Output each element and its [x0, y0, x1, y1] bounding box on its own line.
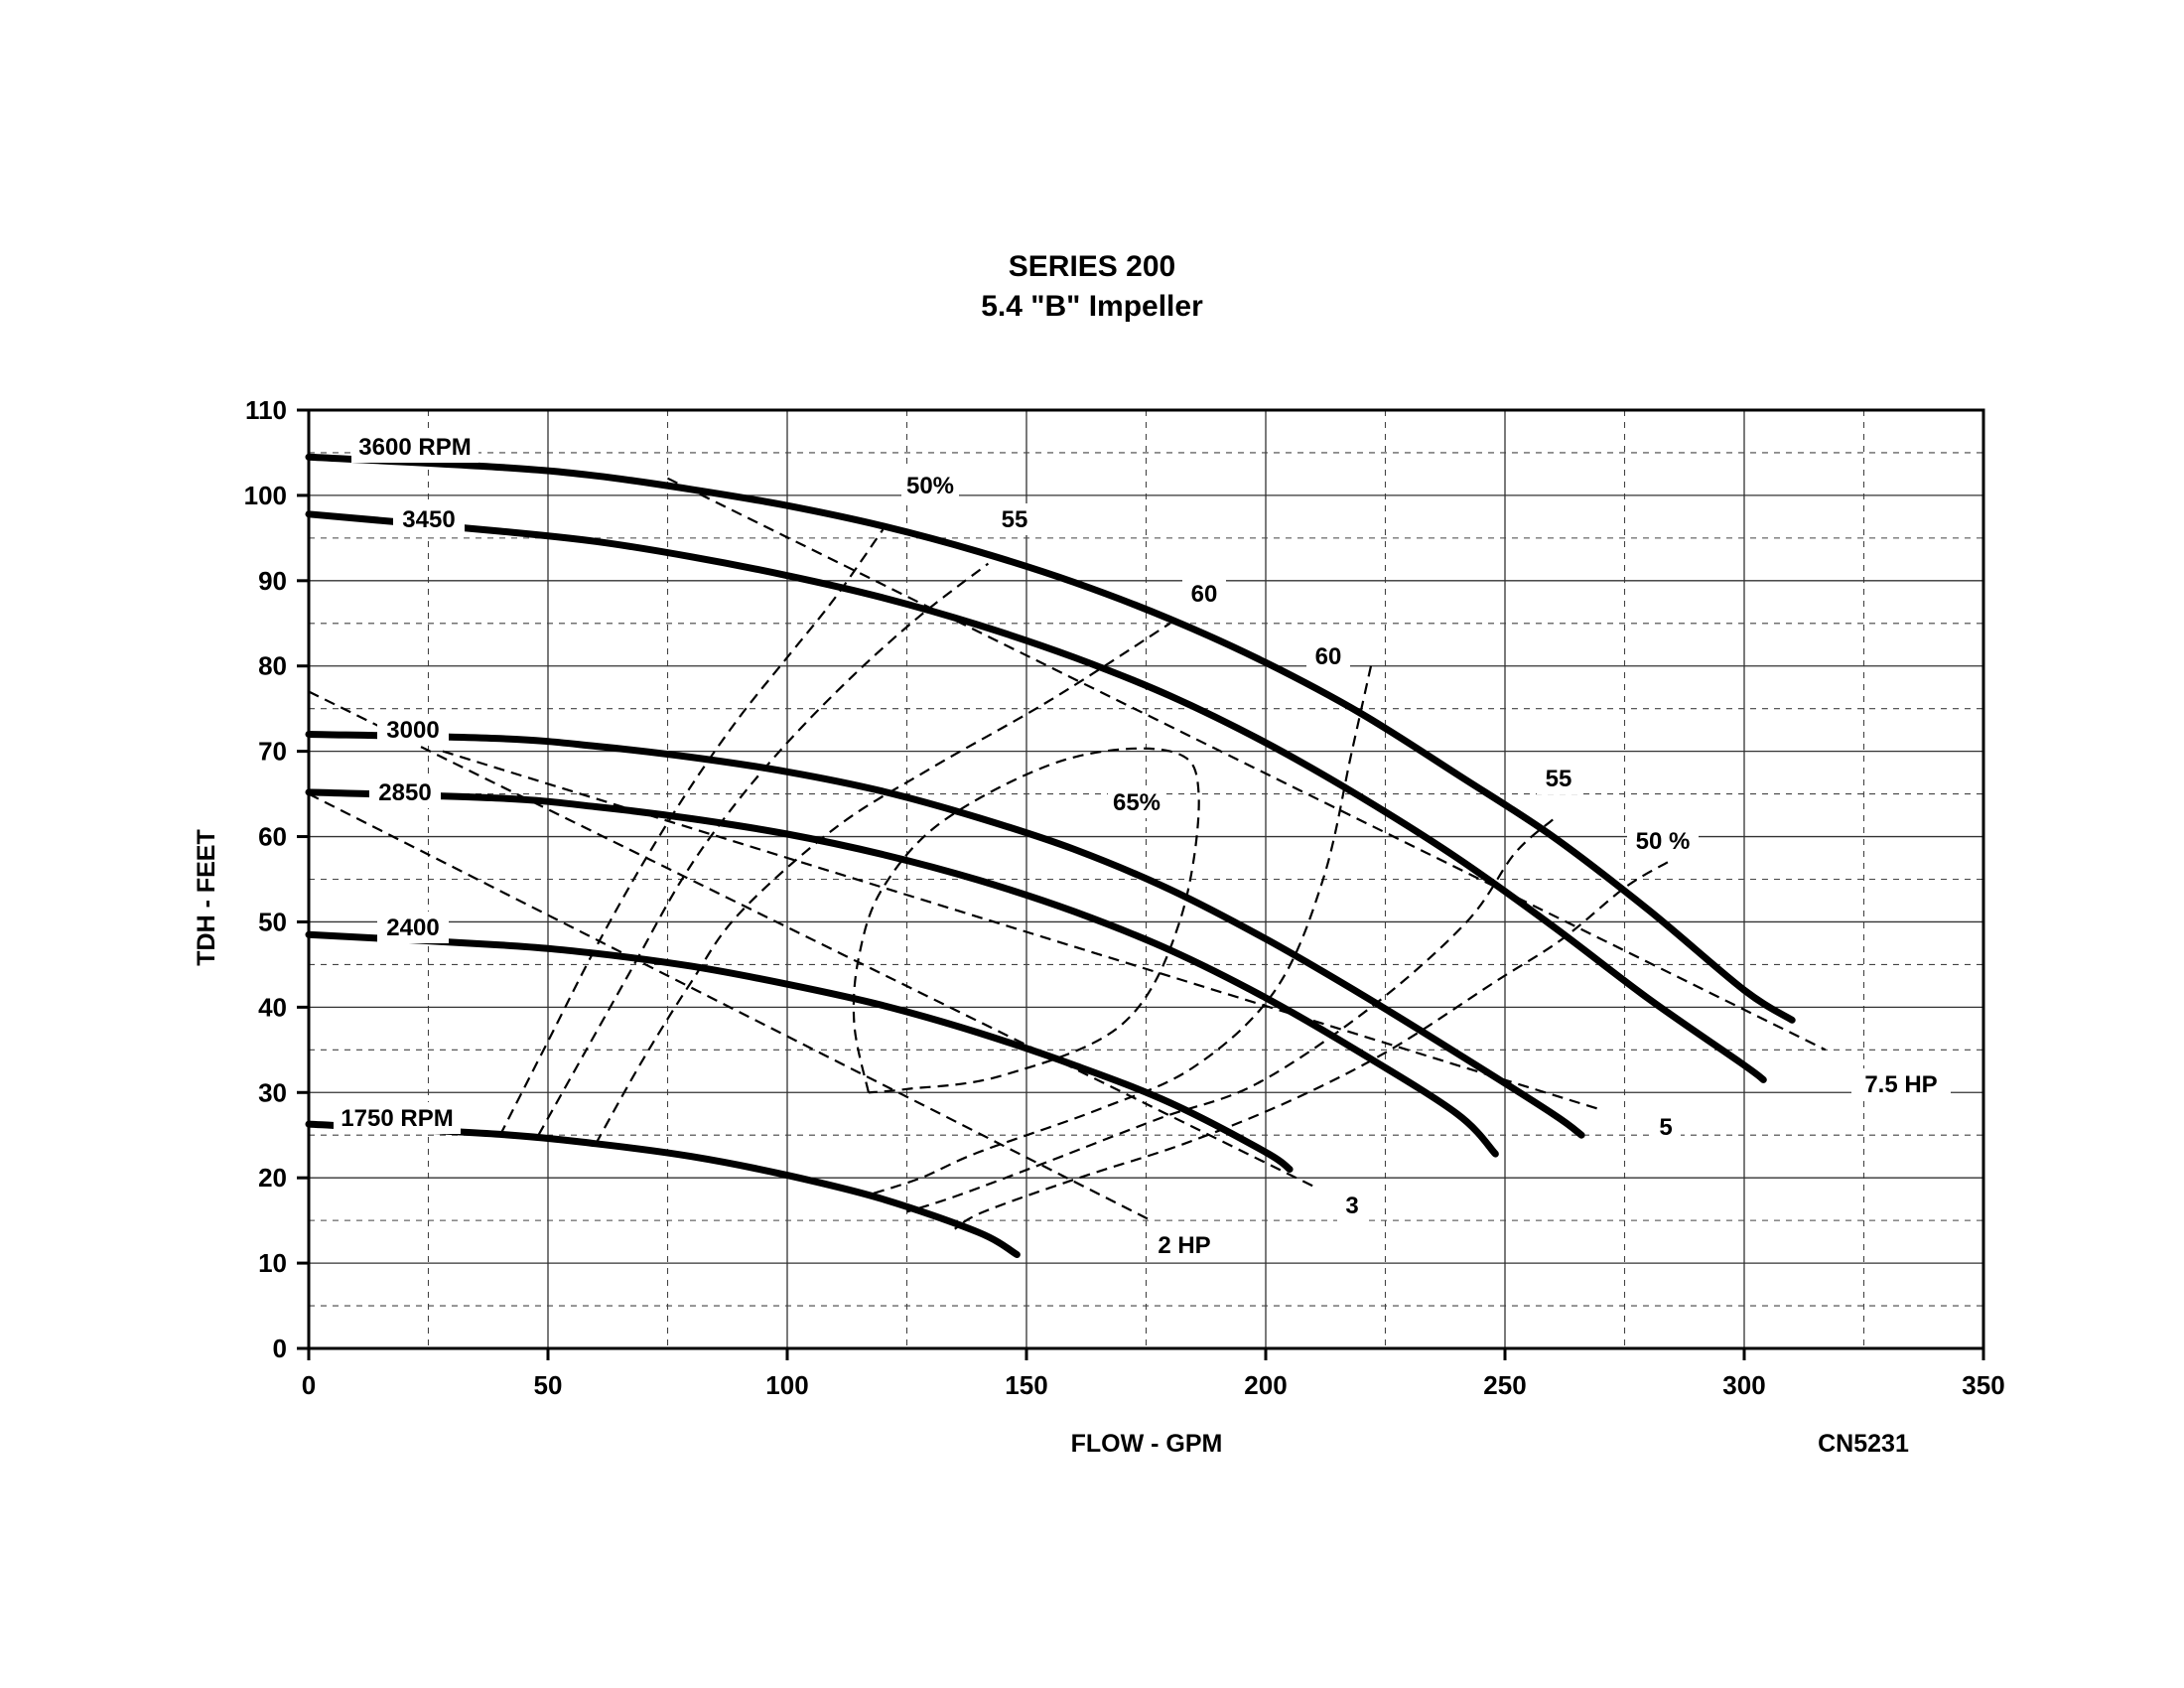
- curve-label-background: [1651, 1111, 1681, 1143]
- y-tick-label: 100: [244, 481, 287, 510]
- y-tick-label: 50: [258, 907, 287, 936]
- y-tick-label: 0: [273, 1334, 287, 1363]
- curve-label-background: [1149, 1229, 1220, 1261]
- curve-label-2850: 2850: [378, 779, 431, 806]
- y-tick-label: 90: [258, 566, 287, 596]
- curve-label-background: [1306, 640, 1350, 672]
- curve-label-background: [377, 714, 449, 746]
- curve-label-background: [1627, 825, 1699, 857]
- x-tick-label: 0: [302, 1370, 316, 1400]
- y-tick-label: 10: [258, 1248, 287, 1278]
- y-tick-label: 20: [258, 1163, 287, 1193]
- curve-label-50: 50%: [906, 473, 954, 499]
- curve-labels: 3600 RPM 3450 3000 2850 2400 1750 RPM 50% 55 60 6…: [334, 431, 1951, 1261]
- y-tick-label: 110: [245, 395, 287, 425]
- speed-curve-1750-rpm-5: [305, 1120, 1021, 1258]
- curve-label-60: 60: [1315, 643, 1342, 670]
- speed-curve-3000-2: [305, 731, 1585, 1139]
- speed-curves: [305, 453, 1796, 1258]
- curve-label-65: 65%: [1113, 789, 1160, 816]
- y-tick-label: 70: [258, 737, 287, 767]
- speed-curve-3600-rpm-0: [305, 453, 1796, 1024]
- curve-label-background: [993, 503, 1036, 535]
- speed-curve-2400-4: [305, 930, 1294, 1174]
- y-tick-label: 30: [258, 1077, 287, 1107]
- power-curve-7-5-hp-13: [667, 477, 1827, 1052]
- efficiency-curves: [498, 528, 1669, 1230]
- curve-label-background: [1108, 786, 1165, 818]
- curve-label-2-hp: 2 HP: [1158, 1232, 1210, 1259]
- curve-label-3000: 3000: [386, 717, 439, 744]
- curve-label-2400: 2400: [386, 914, 439, 941]
- y-axis-title: TDH - FEET: [193, 829, 220, 966]
- speed-curve-3450-1: [305, 510, 1767, 1083]
- curve-label-background: [1337, 1190, 1367, 1221]
- curve-label-3: 3: [1345, 1193, 1358, 1219]
- x-tick-label: 100: [765, 1370, 808, 1400]
- curve-label-3450: 3450: [402, 506, 455, 533]
- curve-label-background: [351, 431, 478, 463]
- curve-label-3600-rpm: 3600 RPM: [358, 434, 471, 461]
- efficiency-curve-55-11: [906, 818, 1554, 1213]
- curve-label-background: [369, 776, 441, 808]
- x-tick-label: 150: [1005, 1370, 1047, 1400]
- curve-label-background: [377, 912, 449, 943]
- efficiency-curve-65-9: [852, 747, 1200, 1094]
- power-curve-2-hp-16: [308, 792, 1152, 1222]
- chart-subtitle: 5.4 "B" Impeller: [981, 290, 1203, 323]
- y-tick-label: 60: [258, 822, 287, 852]
- speed-curve-2850-3: [305, 788, 1499, 1158]
- power-curve-5-14: [442, 750, 1601, 1111]
- curve-label-55: 55: [1546, 766, 1572, 792]
- curve-label-background: [393, 503, 465, 535]
- curve-label-5: 5: [1659, 1114, 1672, 1141]
- plot-frame: [307, 408, 1985, 1350]
- chart-code: CN5231: [1818, 1430, 1909, 1458]
- curve-label-50: 50 %: [1636, 828, 1691, 855]
- curve-label-background: [1851, 1068, 1951, 1100]
- curve-label-background: [1537, 763, 1580, 794]
- y-tick-label: 40: [258, 992, 287, 1022]
- power-curve-3-15: [308, 690, 1314, 1188]
- x-tick-label: 200: [1244, 1370, 1287, 1400]
- x-tick-label: 250: [1483, 1370, 1526, 1400]
- curve-label-7-5-hp: 7.5 HP: [1864, 1071, 1937, 1098]
- efficiency-curve-60-10: [868, 665, 1373, 1196]
- curve-label-background: [1182, 578, 1226, 610]
- y-tick-label: 80: [258, 651, 287, 681]
- curve-label-60: 60: [1191, 581, 1218, 608]
- curve-label-55: 55: [1002, 506, 1028, 533]
- ticks: 0 50 100 150 200 250 300 350 0 10 20 30 40 50 60 70 80 90…: [244, 395, 2005, 1400]
- efficiency-curve-60-8: [595, 622, 1171, 1145]
- chart-title: SERIES 200: [1009, 250, 1175, 283]
- x-tick-label: 300: [1722, 1370, 1765, 1400]
- x-axis-title: FLOW - GPM: [1071, 1430, 1223, 1458]
- efficiency-curve-50-6: [498, 528, 885, 1136]
- x-tick-label: 350: [1962, 1370, 2004, 1400]
- efficiency-curve-50-12: [954, 861, 1669, 1230]
- x-tick-label: 50: [534, 1370, 563, 1400]
- efficiency-curve-55-7: [537, 562, 990, 1136]
- curve-label-1750-rpm: 1750 RPM: [341, 1105, 453, 1132]
- curve-label-background: [334, 1102, 461, 1134]
- curve-label-background: [901, 470, 959, 501]
